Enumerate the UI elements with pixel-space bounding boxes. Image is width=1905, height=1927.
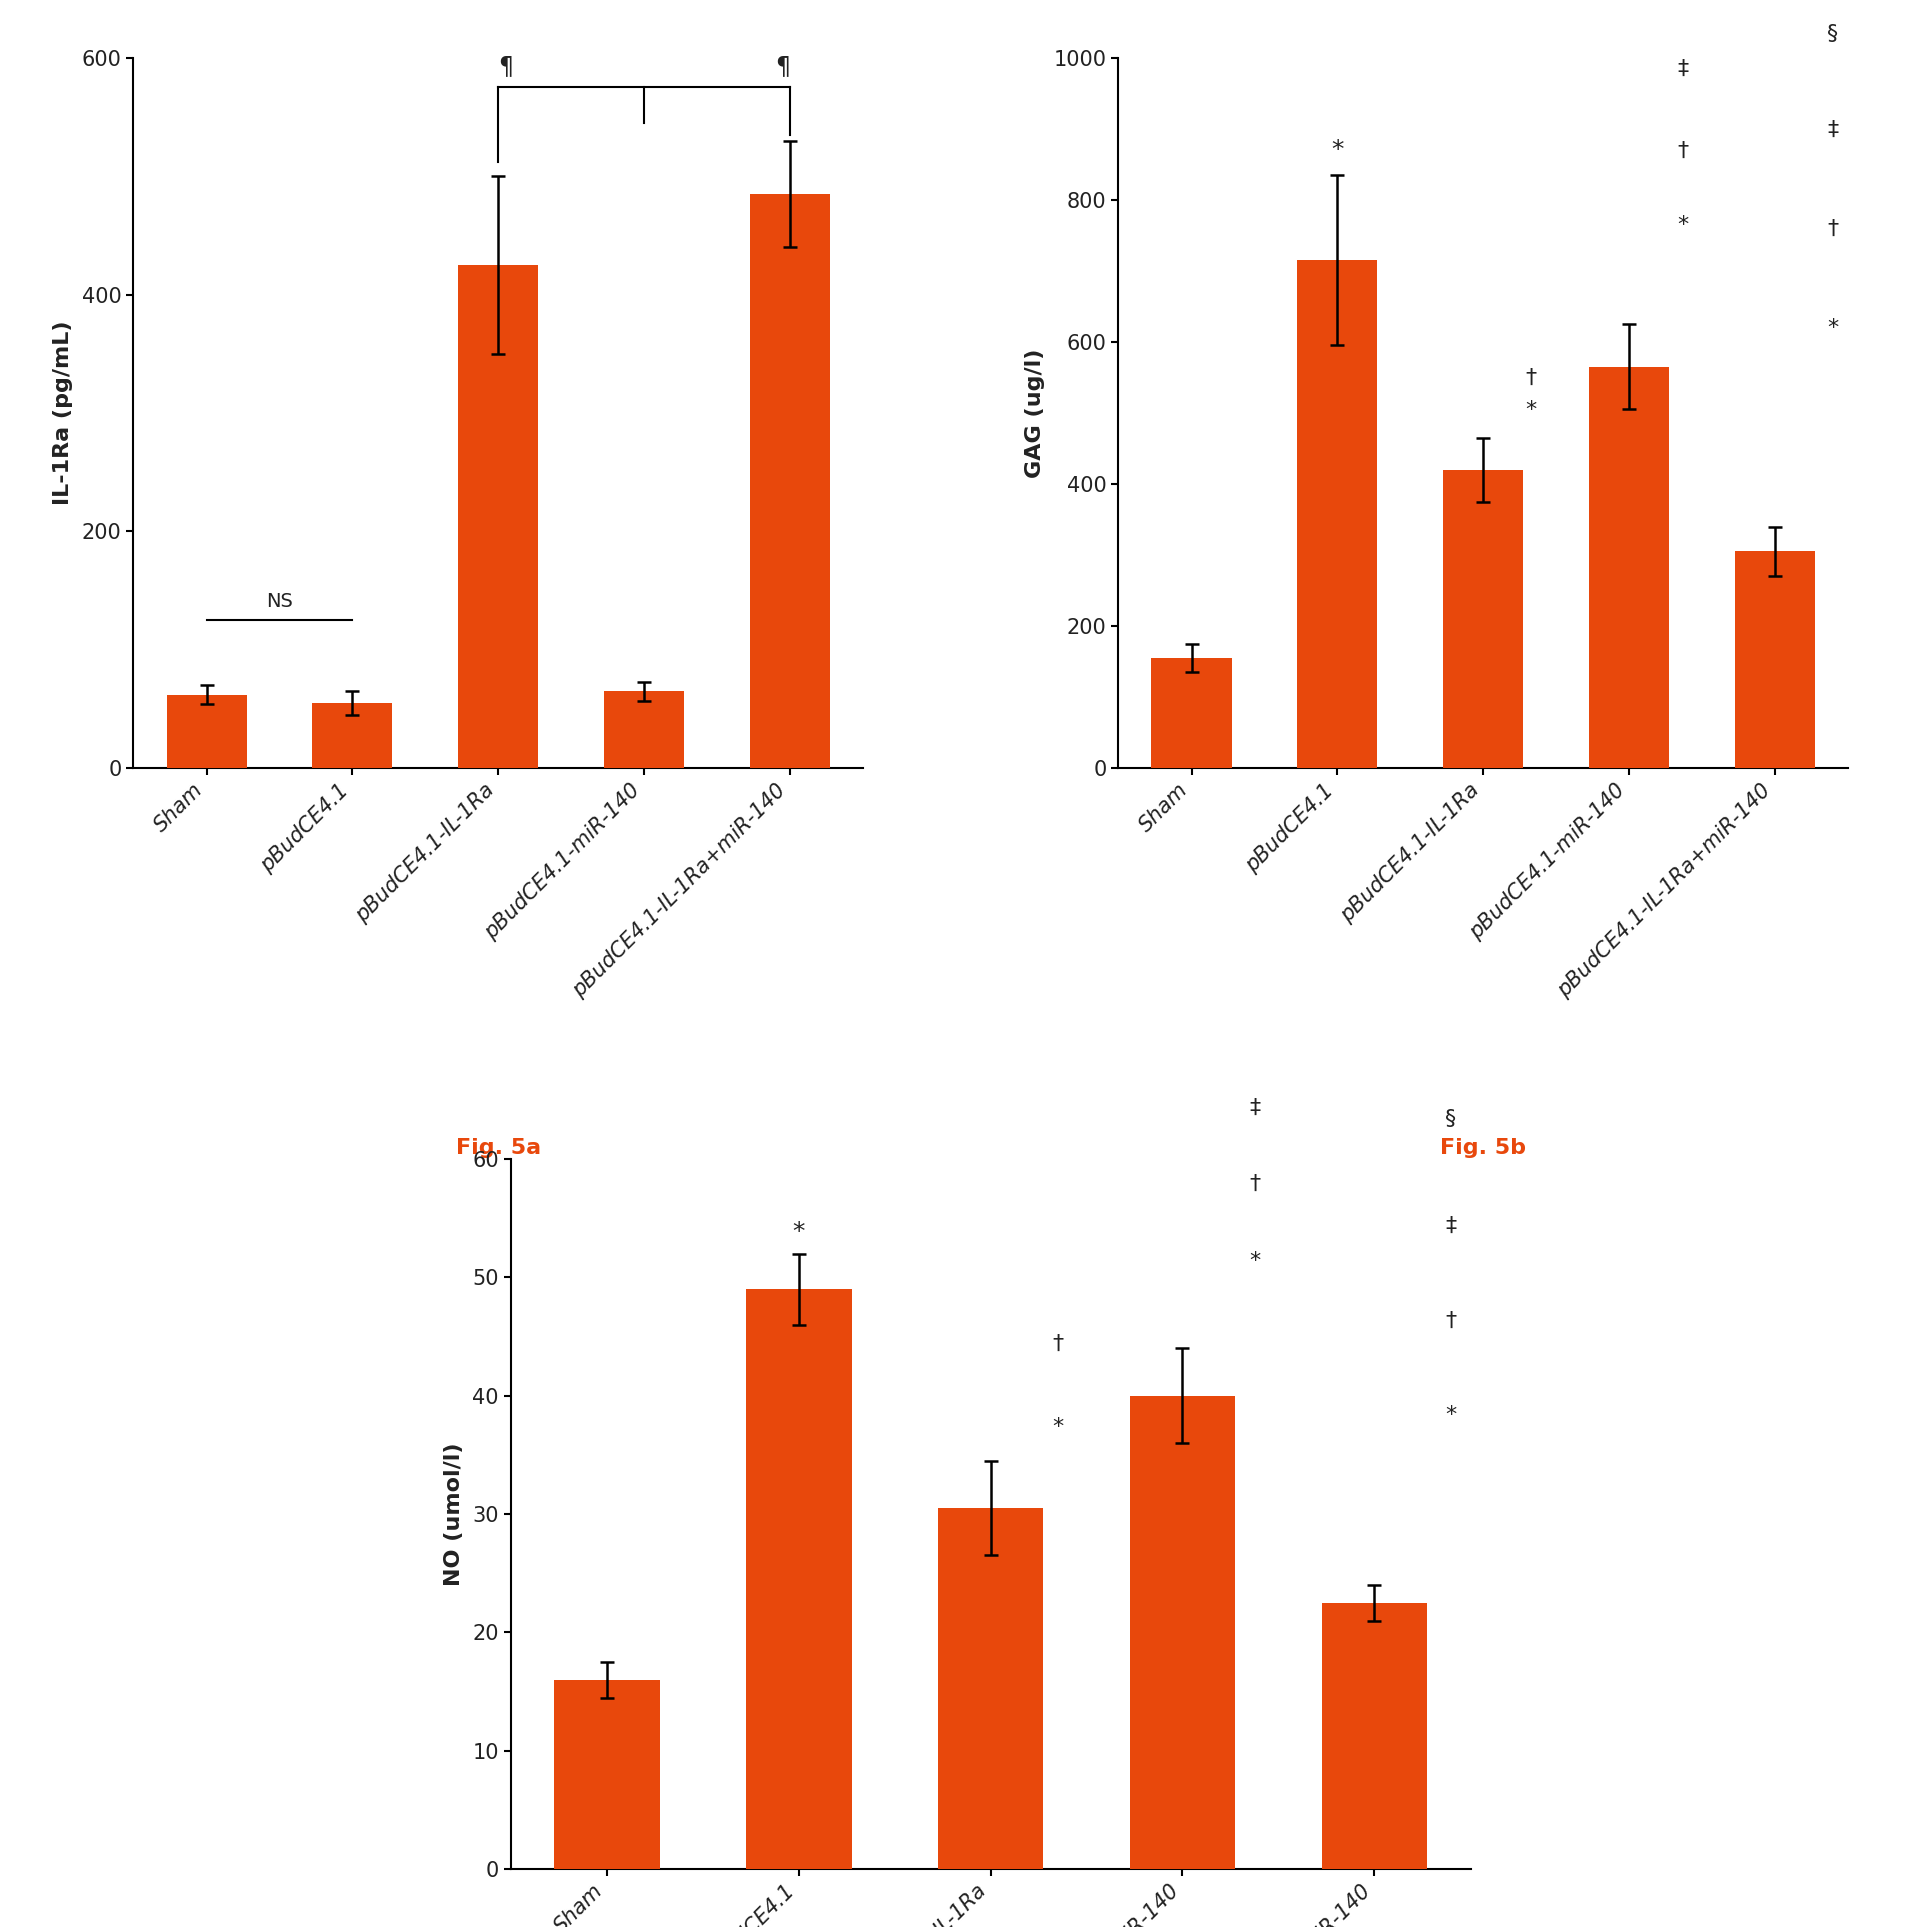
Text: ‡: ‡ [1446, 1216, 1457, 1235]
Text: †: † [1676, 141, 1688, 160]
Bar [1735, 551, 1815, 769]
Text: §: § [1827, 23, 1838, 44]
Text: †: † [1827, 220, 1838, 239]
Text: ‡: ‡ [1250, 1096, 1261, 1118]
Text: §: § [1446, 1110, 1457, 1129]
Bar [1130, 1395, 1234, 1869]
Text: †: † [1526, 368, 1537, 387]
Text: †: † [1446, 1310, 1457, 1330]
Bar [1322, 1603, 1427, 1869]
Text: *: * [1332, 139, 1343, 162]
Text: *: * [1676, 216, 1688, 235]
Bar [312, 703, 392, 769]
Text: *: * [1052, 1416, 1063, 1438]
Bar [457, 266, 539, 769]
Bar [1297, 260, 1377, 769]
Bar [1589, 366, 1669, 769]
Bar [749, 195, 831, 769]
Bar [1151, 657, 1233, 769]
Text: †: † [1052, 1333, 1063, 1355]
Y-axis label: NO (umol/l): NO (umol/l) [444, 1441, 463, 1586]
Text: *: * [1827, 318, 1838, 339]
Text: NS: NS [267, 592, 293, 611]
Bar [166, 696, 246, 769]
Text: *: * [1446, 1405, 1457, 1426]
Text: ‡: ‡ [1827, 119, 1838, 139]
Text: *: * [1250, 1251, 1261, 1272]
Bar [1442, 470, 1524, 769]
Bar [747, 1289, 852, 1869]
Text: *: * [792, 1220, 806, 1245]
Text: Fig. 5a: Fig. 5a [455, 1137, 541, 1158]
Text: †: † [1250, 1174, 1261, 1195]
Bar [937, 1509, 1044, 1869]
Text: ‡: ‡ [1676, 60, 1688, 79]
Text: Fig. 5b: Fig. 5b [1440, 1137, 1526, 1158]
Bar [604, 692, 684, 769]
Y-axis label: IL-1Ra (pg/mL): IL-1Ra (pg/mL) [53, 320, 72, 505]
Text: *: * [1526, 401, 1537, 420]
Y-axis label: GAG (ug/l): GAG (ug/l) [1025, 349, 1046, 478]
Text: ¶: ¶ [775, 54, 791, 77]
Text: ¶: ¶ [497, 54, 512, 77]
Bar [554, 1680, 659, 1869]
